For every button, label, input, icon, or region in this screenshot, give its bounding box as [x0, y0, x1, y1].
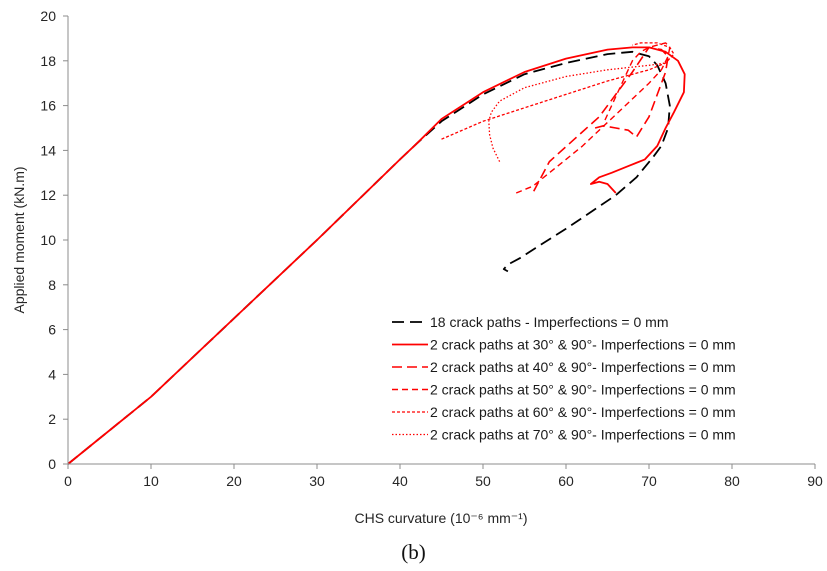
x-axis-title: CHS curvature (10⁻⁶ mm⁻¹) — [354, 510, 527, 526]
x-tick-label: 10 — [143, 473, 159, 489]
x-tick-label: 90 — [807, 473, 823, 489]
series-line-3 — [532, 46, 669, 194]
legend-label-4: 2 crack paths at 50° & 90°- Imperfection… — [430, 382, 736, 398]
y-tick-label: 18 — [40, 53, 56, 69]
series-line-6 — [488, 62, 666, 162]
line-chart: 0 10 20 30 40 50 60 70 80 90 0 2 4 6 8 10 12 14 16 18 20 18 … — [11, 8, 823, 526]
y-tick-label: 14 — [40, 142, 56, 158]
x-tick-label: 40 — [392, 473, 408, 489]
series-line-5 — [441, 42, 675, 140]
y-tick-label: 10 — [40, 232, 56, 248]
y-tick-label: 6 — [48, 322, 56, 338]
y-tick-label: 2 — [48, 411, 56, 427]
y-tick-label: 12 — [40, 187, 56, 203]
y-axis-title: Applied moment (kN.m) — [11, 166, 27, 313]
axes-layer: 0 10 20 30 40 50 60 70 80 90 0 2 4 6 8 10 12 14 16 18 20 — [40, 8, 823, 489]
legend: 18 crack paths - Imperfections = 0 mm 2 c… — [392, 314, 736, 443]
legend-label-5: 2 crack paths at 60° & 90°- Imperfection… — [430, 404, 736, 420]
x-tick-label: 30 — [309, 473, 325, 489]
series-line-2 — [67, 46, 686, 465]
series-layer — [67, 42, 686, 465]
x-tick-label: 80 — [724, 473, 740, 489]
x-tick-label: 20 — [226, 473, 242, 489]
x-tick-label: 60 — [558, 473, 574, 489]
figure-caption: (b) — [401, 540, 426, 564]
legend-label-2: 2 crack paths at 30° & 90°- Imperfection… — [430, 337, 736, 353]
x-tick-label: 50 — [475, 473, 491, 489]
x-tick-label: 0 — [64, 473, 72, 489]
y-tick-label: 20 — [40, 8, 56, 24]
y-tick-label: 16 — [40, 98, 56, 114]
y-tick-label: 8 — [48, 277, 56, 293]
x-tick-label: 70 — [641, 473, 657, 489]
legend-label-3: 2 crack paths at 40° & 90°- Imperfection… — [430, 359, 736, 375]
legend-label-1: 18 crack paths - Imperfections = 0 mm — [430, 314, 668, 330]
legend-label-6: 2 crack paths at 70° & 90°- Imperfection… — [430, 427, 736, 443]
y-tick-label: 0 — [48, 456, 56, 472]
series-line-4 — [515, 42, 671, 194]
y-tick-label: 4 — [48, 366, 56, 382]
series-line-1 — [67, 50, 671, 465]
